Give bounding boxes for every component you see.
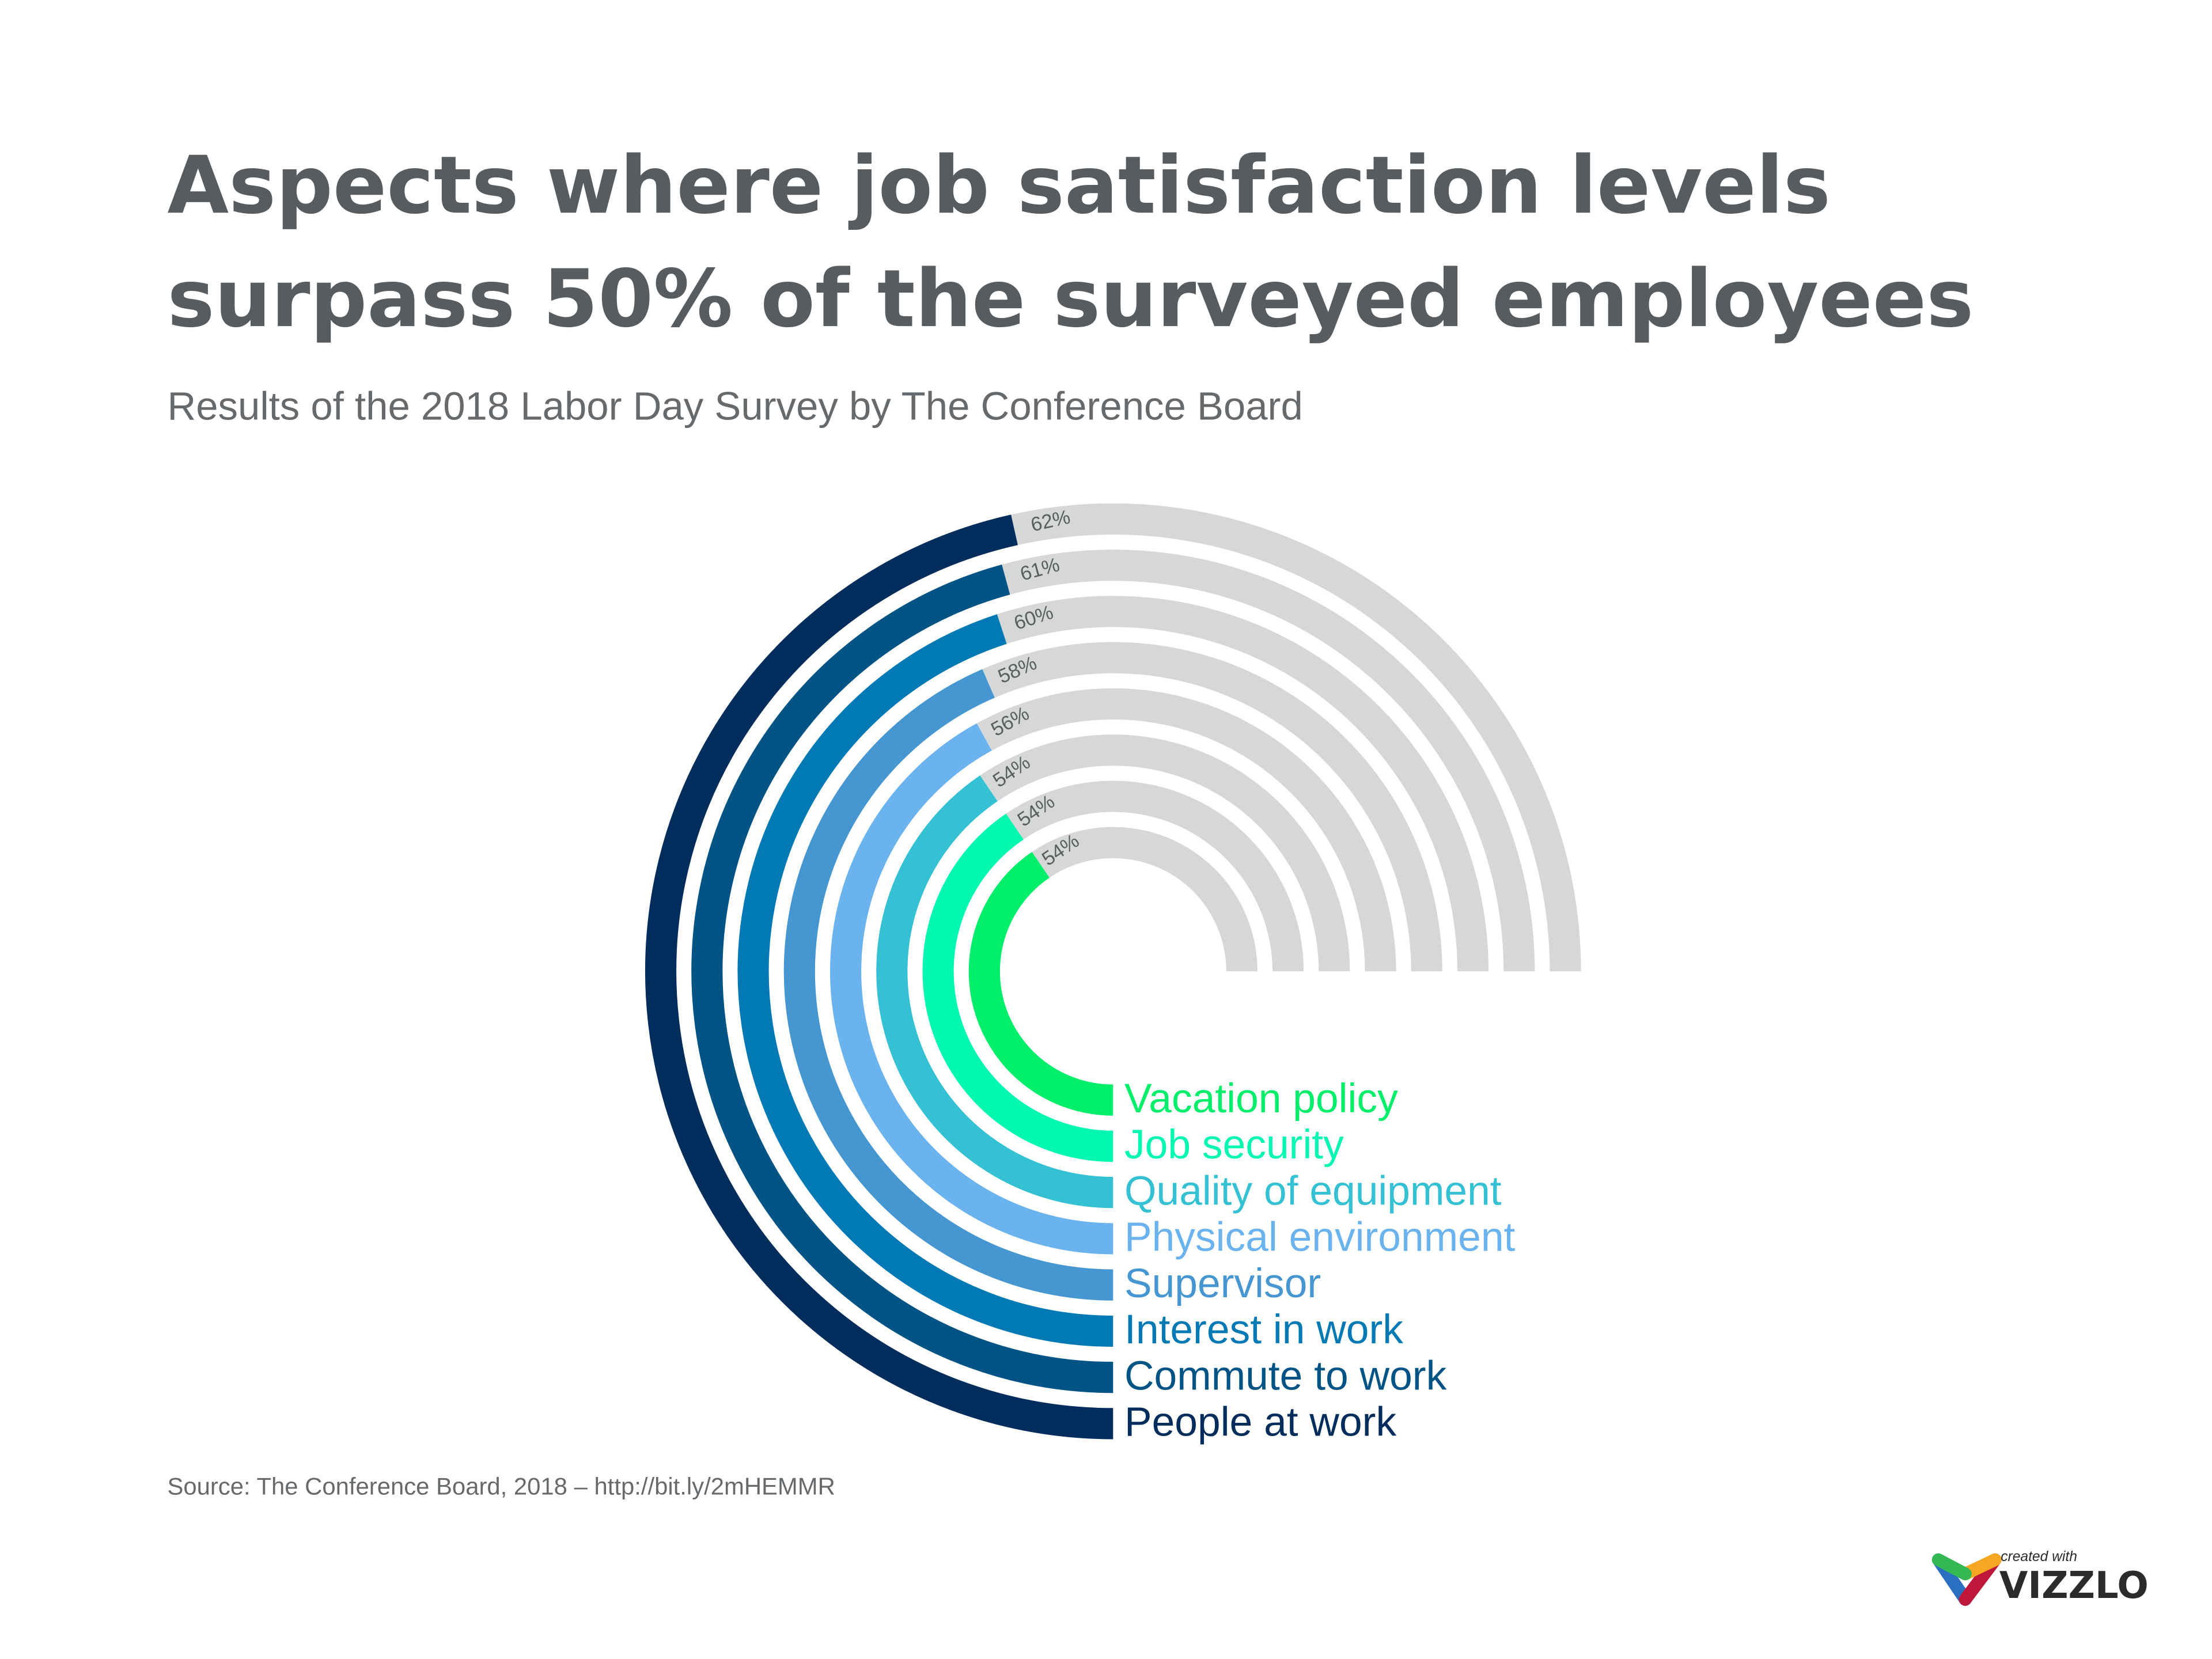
track-ring: [980, 734, 1350, 972]
track-ring: [1006, 781, 1304, 972]
logo-created-with: created with: [2001, 1549, 2077, 1565]
track-ring: [982, 642, 1442, 972]
bar-quality-of-equipment[interactable]: [876, 775, 1113, 1209]
category-label: Vacation policy: [1124, 1075, 1398, 1122]
vizzlo-logo-mark: [1931, 1553, 2002, 1606]
track-ring: [1002, 550, 1535, 972]
bar-supervisor[interactable]: [783, 669, 1113, 1301]
source-note: Source: The Conference Board, 2018 – htt…: [167, 1472, 835, 1499]
track-ring: [976, 688, 1396, 972]
category-label: Quality of equipment: [1124, 1168, 1502, 1214]
category-label: Interest in work: [1124, 1306, 1403, 1353]
category-label: Physical environment: [1124, 1214, 1516, 1260]
bar-interest-in-work[interactable]: [737, 614, 1113, 1347]
vizzlo-logo[interactable]: created with VIZZLO: [1931, 1549, 2149, 1607]
category-label: Supervisor: [1124, 1260, 1321, 1306]
track-ring: [1011, 503, 1581, 972]
bar-vacation-policy[interactable]: [968, 851, 1113, 1116]
logo-vizzlo: VIZZLO: [1999, 1565, 2149, 1607]
track-ring: [1032, 827, 1257, 972]
bar-people-at-work[interactable]: [645, 514, 1113, 1440]
title-line-1: Aspects where job satisfaction levels: [167, 139, 1831, 232]
subtitle: Results of the 2018 Labor Day Survey by …: [167, 384, 1302, 429]
category-label: Commute to work: [1124, 1353, 1447, 1399]
bar-physical-environment[interactable]: [830, 723, 1113, 1255]
category-label: Job security: [1124, 1122, 1344, 1168]
title-line-2: surpass 50% of the surveyed employees: [167, 252, 1974, 345]
category-label: People at work: [1124, 1399, 1396, 1445]
track-ring: [997, 596, 1489, 972]
bar-commute-to-work[interactable]: [691, 565, 1113, 1393]
bar-job-security[interactable]: [922, 813, 1113, 1162]
